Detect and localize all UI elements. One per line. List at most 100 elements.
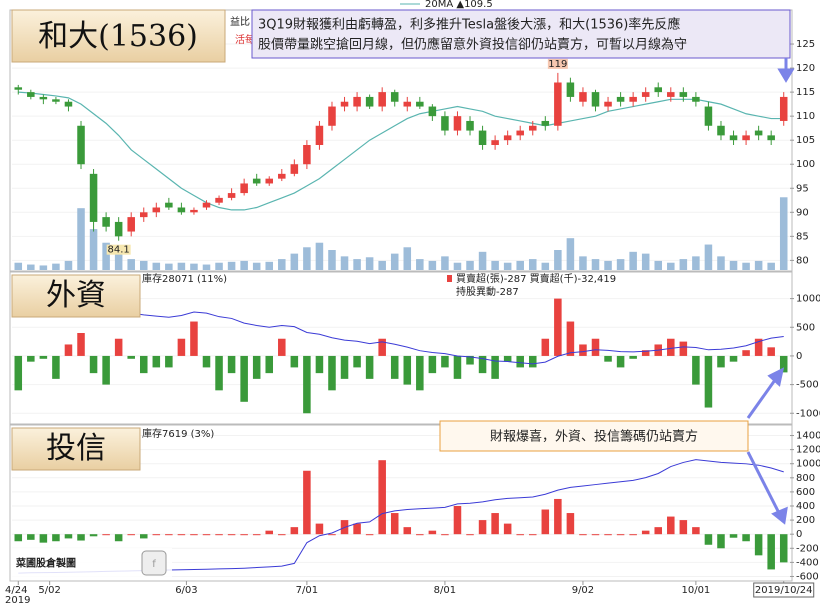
- candle-body: [152, 207, 161, 213]
- watermark: 菜圃股倉製圖: [15, 557, 76, 570]
- candle-body: [252, 178, 261, 184]
- volume-bar: [290, 253, 299, 270]
- candle-body: [378, 92, 386, 107]
- bar: [704, 534, 713, 545]
- bar: [604, 355, 612, 362]
- bar: [692, 527, 700, 535]
- bar: [365, 534, 374, 536]
- volume-bar: [616, 259, 625, 270]
- x-tick-label: 9/02: [572, 585, 594, 596]
- legend: 庫存28071 (11%): [142, 272, 227, 285]
- candle-body: [139, 212, 148, 218]
- bar: [629, 355, 637, 359]
- title: 外資: [46, 278, 106, 313]
- legend: 庫存7619 (3%): [142, 427, 214, 440]
- bar: [616, 534, 625, 536]
- legend: 持股異動-287: [456, 285, 519, 298]
- volume-bar: [378, 260, 386, 270]
- y-tick-label: 95: [796, 183, 809, 194]
- bar: [278, 338, 286, 356]
- bar: [541, 509, 550, 535]
- bar: [516, 534, 524, 536]
- candle-body: [466, 120, 474, 131]
- volume-bar: [89, 229, 98, 270]
- candle-body: [77, 125, 85, 165]
- bar: [340, 355, 349, 379]
- candle-body: [265, 178, 274, 184]
- volume-bar: [692, 256, 700, 270]
- volume-bar: [478, 251, 487, 270]
- bar: [89, 534, 98, 537]
- bar: [215, 534, 223, 536]
- volume-bar: [579, 256, 587, 270]
- y-tick-label: 120: [796, 63, 815, 74]
- candle-body: [591, 92, 600, 107]
- bar: [127, 534, 135, 536]
- candle-body: [340, 101, 349, 107]
- volume-bar: [591, 259, 600, 270]
- volume-bar: [754, 260, 763, 270]
- bar: [679, 520, 688, 535]
- bar: [729, 534, 738, 538]
- volume-bar: [77, 208, 85, 270]
- bar: [52, 534, 60, 542]
- candle-body: [315, 125, 324, 145]
- bar: [190, 534, 198, 536]
- x-tick-label: 5/02: [38, 585, 60, 596]
- y-tick-label: 125: [796, 39, 815, 50]
- volume-bar: [390, 253, 399, 270]
- candle-body: [177, 207, 186, 213]
- bar: [403, 355, 412, 385]
- bar: [528, 355, 537, 368]
- bar: [102, 534, 110, 536]
- bar: [240, 355, 248, 402]
- x-tick-label: 2019/10/24: [755, 585, 813, 596]
- candle-body: [441, 116, 449, 131]
- bar: [39, 355, 48, 359]
- bar: [139, 355, 148, 374]
- callout: 財報爆喜，外資、投信籌碼仍站賣方: [490, 429, 698, 445]
- volume-bar: [704, 244, 713, 270]
- y-tick-label: 0: [796, 529, 802, 540]
- y-tick-label: 100: [796, 159, 815, 170]
- title: 和大(1536): [38, 19, 198, 54]
- bar: [177, 338, 186, 356]
- y-tick-label: 600: [796, 487, 815, 498]
- volume-bar: [729, 260, 738, 270]
- x-tick-label: 6/03: [175, 585, 197, 596]
- volume-bar: [177, 262, 186, 270]
- bar: [717, 355, 725, 368]
- candle-body: [114, 221, 123, 237]
- y-tick-label: 200: [796, 515, 815, 526]
- low-label-bg: [106, 244, 131, 255]
- bar: [579, 344, 587, 356]
- bar: [516, 355, 524, 368]
- candle-body: [290, 164, 299, 174]
- annotation-box: [251, 9, 791, 59]
- arrows: [746, 58, 795, 525]
- bar: [554, 298, 562, 356]
- bar: [227, 534, 236, 536]
- bar: [466, 355, 474, 365]
- bar: [177, 534, 186, 536]
- volume-bar: [139, 260, 148, 270]
- bar: [541, 338, 550, 356]
- annotation: 3Q19財報獲利由虧轉盈，利多推升Tesla盤後大漲，和大(1536)率先反應: [258, 17, 680, 33]
- icon-f: f: [152, 559, 156, 570]
- x-tick-label: 8/01: [434, 585, 456, 596]
- bar: [77, 333, 85, 356]
- volume-bar: [516, 260, 524, 270]
- candle-body: [503, 135, 512, 141]
- bar: [215, 355, 223, 391]
- bar: [39, 534, 48, 543]
- y-tick-label: 400: [796, 501, 815, 512]
- volume-bar: [742, 262, 750, 270]
- bar: [353, 523, 361, 535]
- bar: [127, 355, 135, 359]
- title-box: [11, 9, 226, 63]
- icon: [141, 550, 167, 576]
- volume-bar: [503, 262, 512, 270]
- bar: [641, 350, 650, 356]
- volume-bar: [278, 259, 286, 270]
- bar: [754, 534, 763, 556]
